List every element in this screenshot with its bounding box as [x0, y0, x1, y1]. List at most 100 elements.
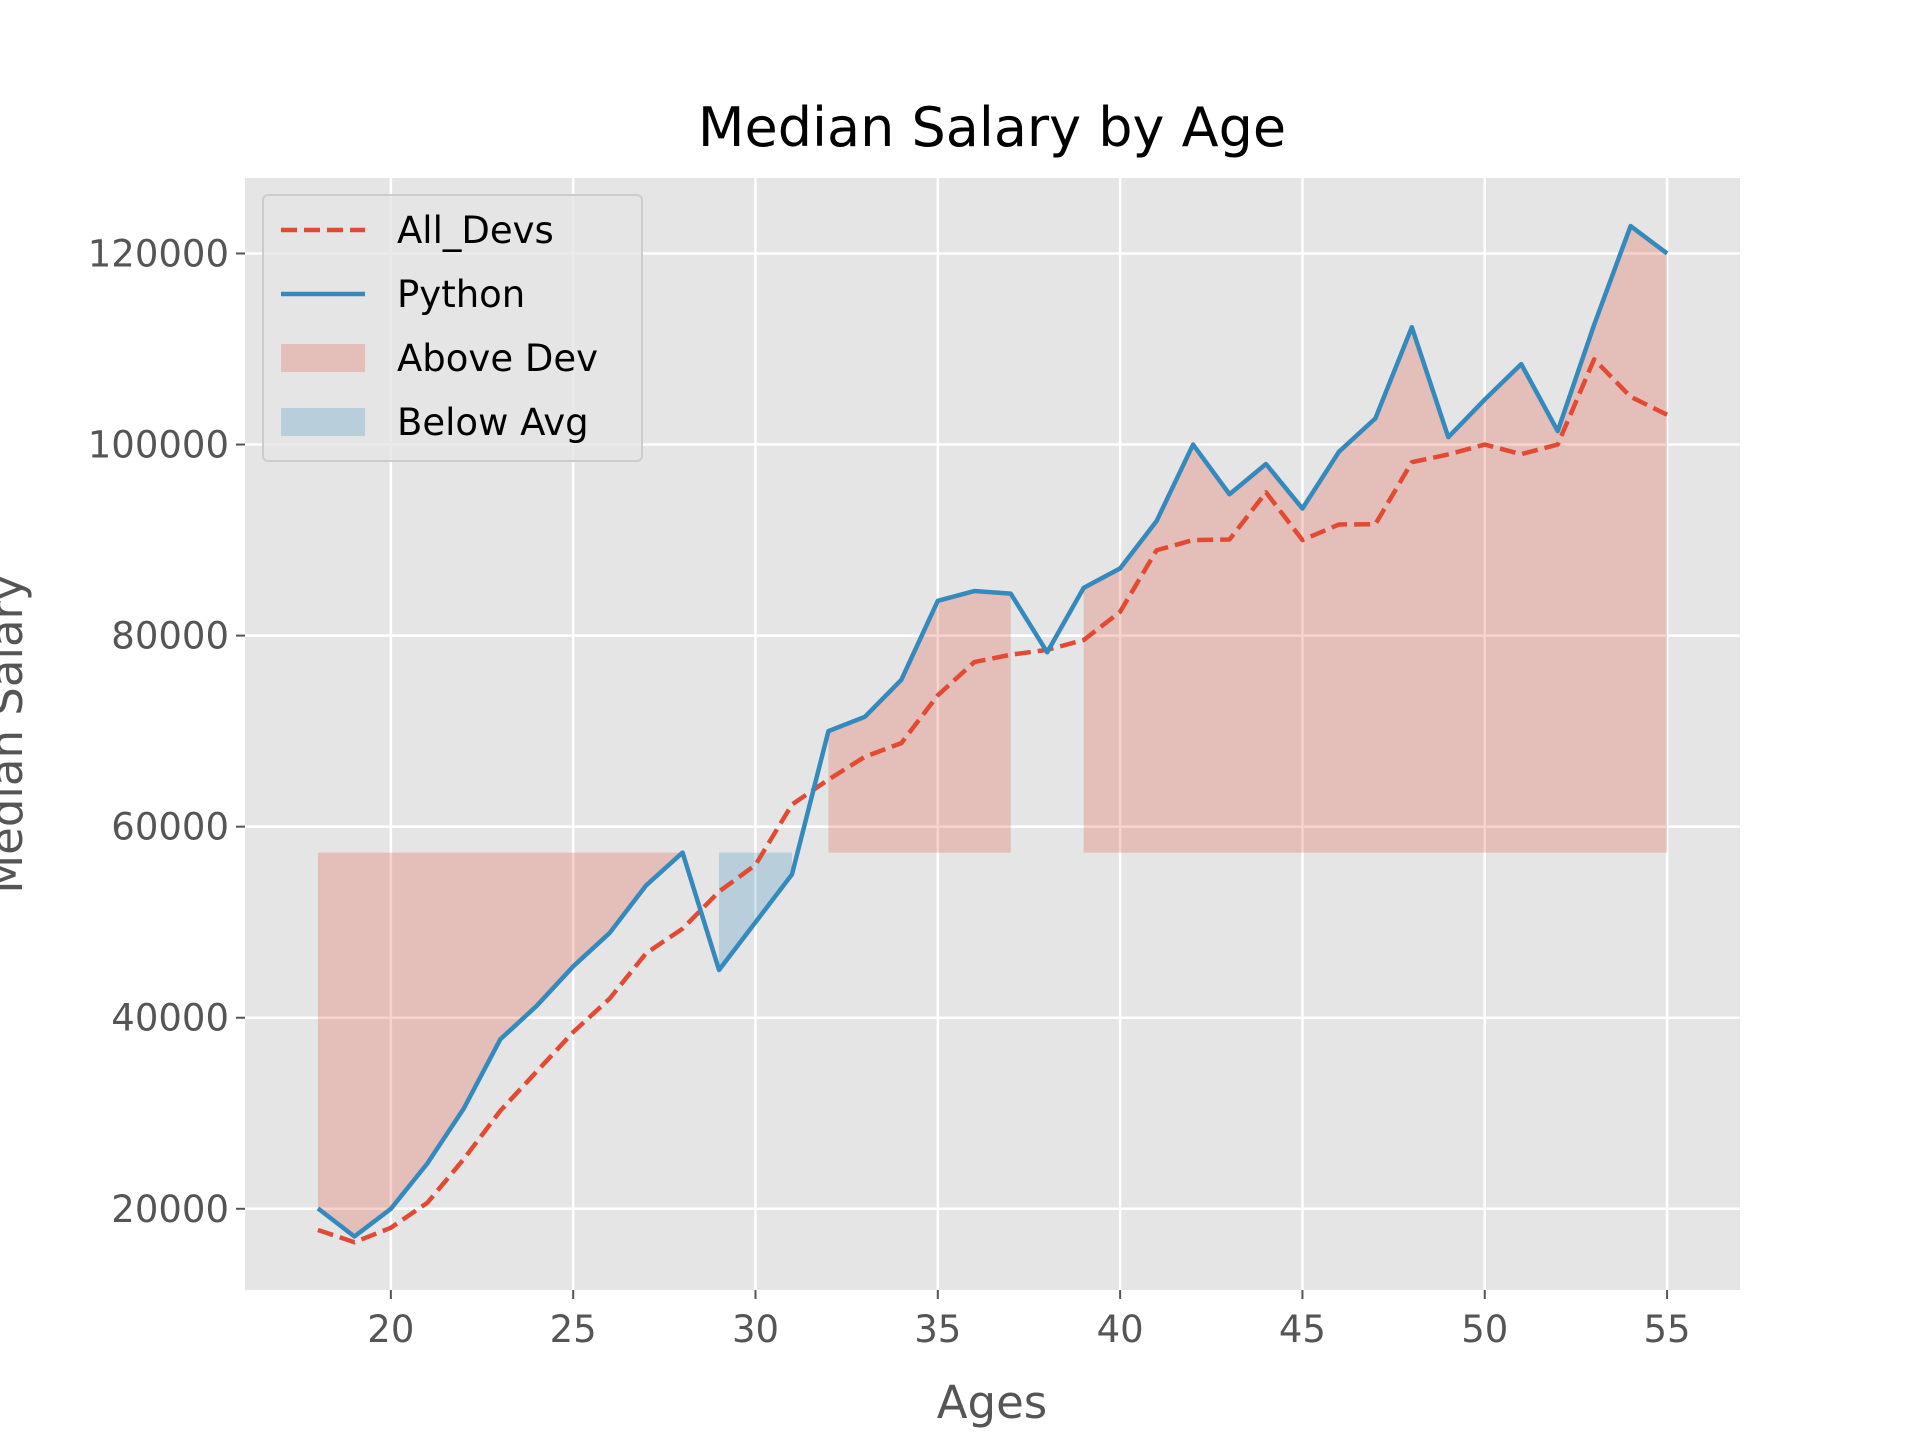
y-tick-label: 80000 [111, 615, 229, 658]
data-point-python [352, 1235, 356, 1239]
data-point-all-devs [608, 997, 612, 1001]
data-point-all-devs [753, 863, 757, 867]
data-point-python [1483, 398, 1487, 402]
data-point-python [972, 589, 976, 593]
data-point-all-devs [425, 1201, 429, 1205]
legend-label-below-avg: Below Avg [397, 401, 589, 444]
data-point-python [316, 1206, 320, 1210]
data-point-python [644, 883, 648, 887]
y-tick-label: 20000 [111, 1188, 229, 1231]
data-point-python [1082, 586, 1086, 590]
data-point-all-devs [1228, 538, 1232, 542]
x-tick-label: 50 [1461, 1308, 1508, 1351]
data-point-python [1373, 416, 1377, 420]
data-point-all-devs [1300, 538, 1304, 542]
data-point-python [1446, 435, 1450, 439]
data-point-all-devs [1446, 452, 1450, 456]
data-point-python [462, 1106, 466, 1110]
data-point-python [1228, 492, 1232, 496]
data-point-python [1118, 566, 1122, 570]
data-point-all-devs [1118, 610, 1122, 614]
data-point-all-devs [352, 1240, 356, 1244]
data-point-python [717, 968, 721, 972]
data-point-all-devs [535, 1070, 539, 1074]
data-point-python [826, 729, 830, 733]
data-point-all-devs [1410, 460, 1414, 464]
data-point-all-devs [316, 1228, 320, 1232]
data-point-python [389, 1207, 393, 1211]
y-tick-label: 100000 [88, 424, 229, 467]
data-point-python [790, 872, 794, 876]
legend-label-above-dev: Above Dev [397, 337, 598, 380]
data-point-all-devs [790, 803, 794, 807]
data-point-all-devs [972, 660, 976, 664]
y-tick-label: 40000 [111, 997, 229, 1040]
x-tick-label: 30 [732, 1308, 779, 1351]
data-point-python [608, 931, 612, 935]
data-point-all-devs [1556, 443, 1560, 447]
data-point-python [936, 599, 940, 603]
fill-region [1083, 226, 1668, 853]
data-point-python [1556, 429, 1560, 433]
data-point-python [1629, 224, 1633, 228]
data-point-all-devs [681, 927, 685, 931]
x-tick-label: 25 [550, 1308, 597, 1351]
data-point-python [1264, 462, 1268, 466]
data-point-all-devs [1264, 490, 1268, 494]
data-point-python [1191, 443, 1195, 447]
data-point-all-devs [1592, 357, 1596, 361]
x-tick-label: 55 [1644, 1308, 1691, 1351]
data-point-all-devs [389, 1226, 393, 1230]
data-point-all-devs [498, 1109, 502, 1113]
x-axis-label: Ages [937, 1376, 1047, 1429]
grid [245, 178, 1740, 1290]
data-point-python [681, 851, 685, 855]
data-point-python [1519, 362, 1523, 366]
data-point-all-devs [717, 890, 721, 894]
y-axis-label: Median Salary [0, 574, 33, 893]
series-line-all-devs [317, 357, 1669, 1245]
data-point-python [1410, 325, 1414, 329]
data-point-all-devs [826, 778, 830, 782]
data-point-all-devs [1483, 443, 1487, 447]
data-point-python [571, 964, 575, 968]
data-point-python [1155, 519, 1159, 523]
data-point-python [535, 1004, 539, 1008]
series-line-python [316, 223, 1669, 1239]
data-point-all-devs [571, 1030, 575, 1034]
x-tick-label: 35 [914, 1308, 961, 1351]
chart-title: Median Salary by Age [698, 96, 1286, 159]
data-point-python [498, 1037, 502, 1041]
data-point-python [753, 920, 757, 924]
data-point-python [1045, 650, 1049, 654]
data-point-all-devs [1629, 395, 1633, 399]
y-tick-label: 120000 [88, 232, 229, 275]
data-point-all-devs [1191, 538, 1195, 542]
data-point-python [425, 1161, 429, 1165]
data-point-all-devs [1519, 452, 1523, 456]
legend-label-all-devs: All_Devs [397, 209, 554, 252]
legend-label-python: Python [397, 273, 525, 316]
x-tick-label: 40 [1097, 1308, 1144, 1351]
legend-handle-below-avg [281, 408, 365, 436]
data-point-all-devs [1665, 413, 1669, 417]
data-point-python [899, 678, 903, 682]
data-point-all-devs [1009, 653, 1013, 657]
x-tick-label: 20 [367, 1308, 414, 1351]
data-point-python [1337, 450, 1341, 454]
y-tick-label: 60000 [111, 806, 229, 849]
data-point-all-devs [1155, 548, 1159, 552]
data-point-all-devs [863, 755, 867, 759]
data-point-python [1009, 592, 1013, 596]
x-tick-label: 45 [1279, 1308, 1326, 1351]
data-point-all-devs [1337, 522, 1341, 526]
data-point-all-devs [1082, 638, 1086, 642]
data-point-python [863, 715, 867, 719]
ticks: 20 25 30 35 40 45 50 55 20000 40000 60000 80000 1000… [88, 232, 1691, 1351]
data-point-python [1300, 507, 1304, 511]
data-point-all-devs [1373, 522, 1377, 526]
data-point-all-devs [936, 693, 940, 697]
legend-handle-above-dev [281, 344, 365, 372]
data-point-all-devs [899, 741, 903, 745]
